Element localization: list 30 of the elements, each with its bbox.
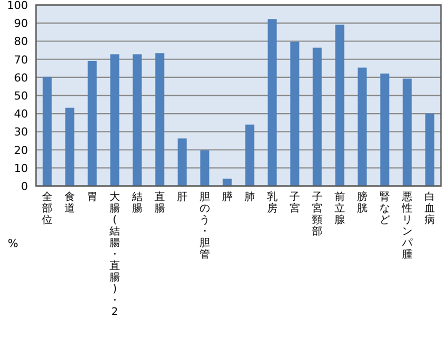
x-tick-label: 白血病	[424, 191, 436, 226]
x-tick-label: 胆のう・胆管	[199, 191, 210, 260]
x-tick-label: 結腸	[130, 191, 143, 214]
x-tick-label: 前立腺	[334, 191, 346, 226]
x-tick-label: 腎など	[379, 191, 390, 226]
x-tick-label: 子宮頸部	[312, 191, 323, 238]
x-tick-label: 全部位	[42, 191, 53, 226]
y-axis-title: %	[8, 237, 18, 250]
y-tick-label: 60	[14, 71, 28, 84]
x-tick-label: 肝	[176, 191, 188, 203]
x-tick-label: 直腸	[154, 190, 166, 214]
x-tick-label: 悪性リンパ腫	[400, 191, 414, 260]
y-tick-label: 40	[14, 108, 28, 121]
y-tick-label: 50	[14, 90, 28, 102]
y-tick-label: 10	[14, 162, 28, 175]
y-tick-label: 70	[14, 53, 28, 66]
y-tick-label: 20	[14, 144, 28, 157]
y-tick-label: 0	[21, 180, 28, 193]
x-tick-label: 膀胱	[356, 190, 368, 214]
y-tick-label: 30	[14, 126, 28, 139]
x-tick-label: 胃	[86, 191, 98, 203]
x-tick-label: 膵	[222, 190, 233, 203]
x-tick-label: 乳房	[266, 190, 278, 214]
category-label: 大腸(結腸・直腸)・2	[109, 191, 120, 318]
x-tick-label: 子宮	[289, 191, 300, 214]
x-tick-label: 食道	[64, 191, 76, 214]
x-tick-label: 肺	[244, 191, 256, 203]
y-tick-label: 90	[14, 17, 28, 30]
y-tick-label: 80	[14, 35, 28, 48]
y-tick-label: 100	[7, 0, 28, 12]
